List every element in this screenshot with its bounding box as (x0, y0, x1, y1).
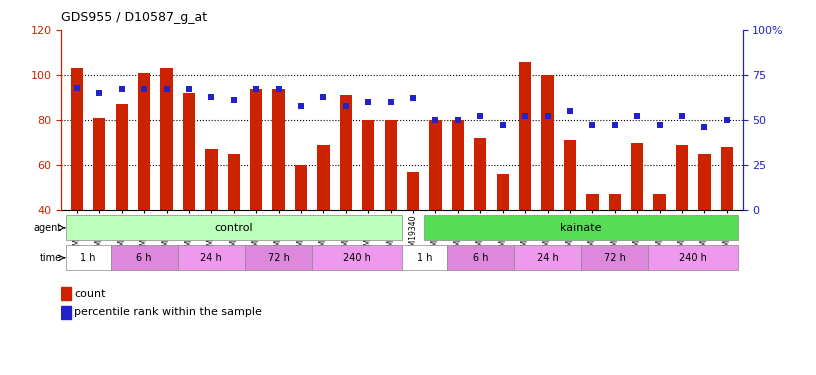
Bar (317, 145, 330, 210)
Bar (339, 95, 352, 210)
Text: control: control (215, 223, 253, 233)
Bar (61, 287, 71, 300)
Point (541, 113, 554, 119)
Text: 6 h: 6 h (472, 253, 488, 263)
Bar (519, 62, 531, 210)
Bar (178, 245, 245, 270)
Bar (424, 215, 738, 240)
Point (564, 108, 577, 114)
Text: 72 h: 72 h (604, 253, 626, 263)
Point (676, 113, 689, 119)
Bar (429, 120, 441, 210)
Point (474, 113, 487, 119)
Point (586, 122, 599, 128)
Point (339, 103, 353, 109)
Bar (676, 145, 688, 210)
Text: 6 h: 6 h (136, 253, 152, 263)
Bar (71, 68, 83, 210)
Bar (497, 174, 509, 210)
Point (653, 122, 666, 128)
Bar (649, 245, 738, 270)
Bar (295, 165, 307, 210)
Bar (698, 154, 711, 210)
Bar (474, 138, 486, 210)
Point (295, 103, 308, 109)
Bar (65, 215, 401, 240)
Text: time: time (39, 253, 61, 263)
Point (631, 113, 644, 119)
Text: 1 h: 1 h (416, 253, 432, 263)
Bar (65, 245, 110, 270)
Point (519, 113, 532, 119)
Bar (93, 118, 105, 210)
Text: kainate: kainate (561, 223, 602, 233)
Bar (407, 172, 419, 210)
Bar (564, 140, 576, 210)
Bar (205, 149, 218, 210)
Point (721, 117, 734, 123)
Bar (110, 245, 178, 270)
Bar (273, 88, 285, 210)
Point (205, 94, 218, 100)
Point (384, 99, 397, 105)
Point (361, 99, 375, 105)
Text: percentile rank within the sample: percentile rank within the sample (74, 308, 262, 317)
Bar (401, 245, 446, 270)
Point (272, 86, 285, 92)
Bar (250, 88, 263, 210)
Bar (541, 75, 554, 210)
Point (429, 117, 442, 123)
Point (698, 124, 711, 130)
Bar (183, 93, 195, 210)
Text: 1 h: 1 h (80, 253, 95, 263)
Bar (581, 245, 649, 270)
Bar (609, 194, 621, 210)
Text: 72 h: 72 h (268, 253, 290, 263)
Bar (61, 306, 71, 319)
Point (608, 122, 621, 128)
Point (250, 86, 263, 92)
Text: 240 h: 240 h (679, 253, 707, 263)
Point (451, 117, 464, 123)
Bar (586, 194, 599, 210)
Text: 24 h: 24 h (201, 253, 222, 263)
Bar (313, 245, 401, 270)
Bar (116, 104, 128, 210)
Bar (631, 142, 643, 210)
Bar (138, 73, 150, 210)
Text: GDS955 / D10587_g_at: GDS955 / D10587_g_at (61, 11, 207, 24)
Bar (514, 245, 581, 270)
Bar (384, 120, 397, 210)
Bar (721, 147, 733, 210)
Text: count: count (74, 289, 106, 298)
Bar (161, 68, 173, 210)
Text: agent: agent (33, 223, 61, 233)
Point (138, 86, 151, 92)
Point (160, 86, 173, 92)
Point (183, 86, 196, 92)
Point (93, 90, 106, 96)
Point (496, 122, 509, 128)
Point (115, 86, 128, 92)
Point (406, 95, 419, 101)
Bar (654, 194, 666, 210)
Text: 240 h: 240 h (343, 253, 371, 263)
Bar (452, 120, 464, 210)
Text: 24 h: 24 h (537, 253, 558, 263)
Bar (228, 154, 240, 210)
Point (317, 94, 330, 100)
Bar (446, 245, 514, 270)
Point (70, 85, 83, 91)
Bar (362, 120, 375, 210)
Point (227, 97, 240, 103)
Bar (245, 245, 313, 270)
